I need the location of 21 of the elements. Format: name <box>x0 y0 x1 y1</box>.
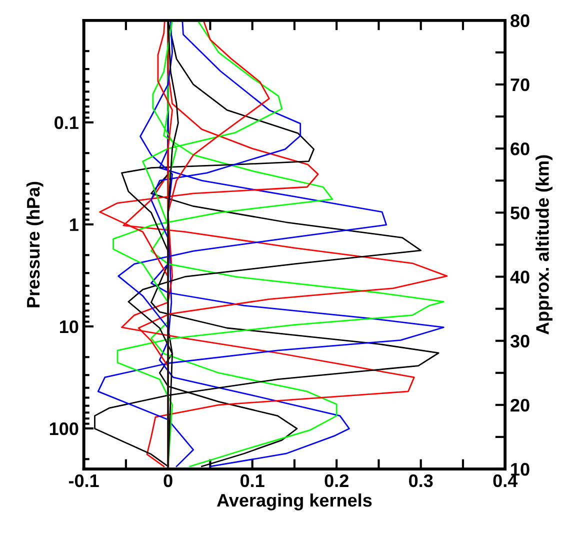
y-axis-title: Pressure (hPa) <box>26 182 44 308</box>
y2-tick-label: 30 <box>510 334 530 348</box>
y-tick-label: 1 <box>70 218 78 231</box>
y2-tick-label: 10 <box>511 462 530 476</box>
x-tick-label: 0.4 <box>493 474 518 488</box>
x-tick-label: 0.2 <box>324 474 348 488</box>
y2-tick-label: 60 <box>510 142 530 156</box>
y2-tick-label: 50 <box>510 206 530 220</box>
y-tick-label: 100 <box>50 422 78 436</box>
x-axis-title: Averaging kernels <box>216 493 372 510</box>
x-tick-label: -0.1 <box>68 474 99 488</box>
y2-tick-label: 20 <box>510 398 530 412</box>
y2-tick-label: 40 <box>510 270 530 284</box>
x-tick-label: 0.3 <box>409 474 433 488</box>
x-tick-label: 0.1 <box>240 474 264 488</box>
x-tick-label: 0 <box>164 474 172 488</box>
y2-axis-title: Approx. altitude (km) <box>536 155 552 335</box>
y2-tick-label: 70 <box>510 78 530 92</box>
y-tick-label: 0.1 <box>54 116 78 130</box>
y-tick-label: 10 <box>60 320 78 334</box>
y2-tick-label: 80 <box>510 14 530 28</box>
